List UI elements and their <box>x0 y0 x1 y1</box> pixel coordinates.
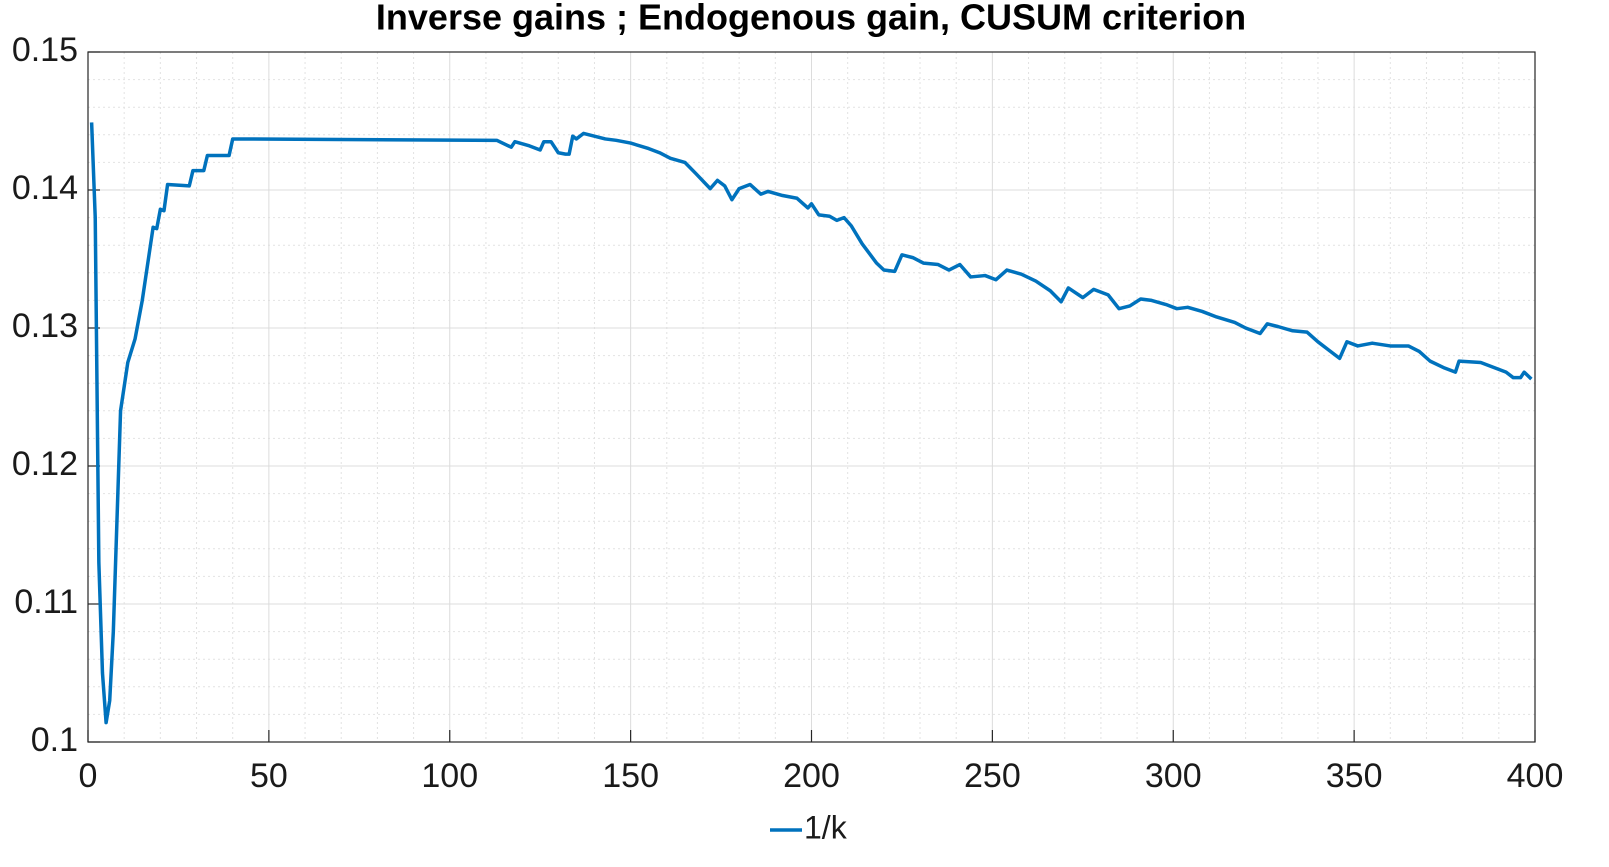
x-tick-label: 150 <box>602 757 659 795</box>
y-tick-label: 0.13 <box>12 307 78 345</box>
x-tick-label: 300 <box>1145 757 1202 795</box>
plot-frame <box>87 51 1536 743</box>
legend-label: 1/k <box>804 809 848 845</box>
data-line <box>89 122 1533 725</box>
x-tick-label: 250 <box>964 757 1021 795</box>
y-tick-label: 0.14 <box>12 169 78 207</box>
y-tick-label: 0.12 <box>12 445 78 483</box>
x-tick-label: 400 <box>1507 757 1564 795</box>
x-tick-label: 50 <box>250 757 288 795</box>
x-tick-label: 350 <box>1326 757 1383 795</box>
x-tick-label: 200 <box>783 757 840 795</box>
y-tick-label: 0.11 <box>14 583 78 621</box>
x-tick-label: 0 <box>79 757 98 795</box>
chart-title: Inverse gains ; Endogenous gain, CUSUM c… <box>376 0 1246 38</box>
x-tick-label: 100 <box>421 757 478 795</box>
y-tick-label: 0.15 <box>12 31 78 69</box>
y-tick-label: 0.1 <box>31 721 78 759</box>
